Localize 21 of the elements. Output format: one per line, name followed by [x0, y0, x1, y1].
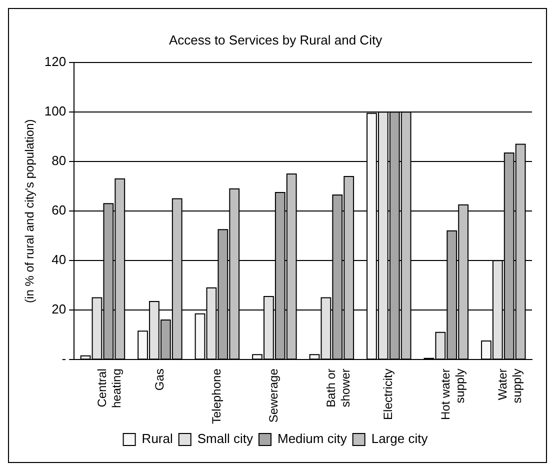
y-tick-label: 80: [52, 153, 66, 168]
legend-label: Small city: [197, 431, 254, 446]
x-tick-label: Bath or shower: [324, 368, 352, 408]
legend-label: Rural: [142, 431, 173, 446]
y-tick-label: 120: [44, 54, 66, 70]
legend-label: Medium city: [277, 431, 348, 446]
x-tick-label: Electricity: [381, 368, 396, 420]
y-tick-label: 100: [44, 104, 66, 119]
y-tick-label: 60: [52, 202, 66, 218]
x-tick-label: Sewerage: [266, 368, 281, 423]
x-tick-label: Gas: [152, 368, 166, 391]
y-tick-label: 20: [52, 302, 66, 317]
chart-title: Access to Services by Rural and City: [168, 32, 383, 48]
y-axis-title: (in % of rural and city's population): [22, 119, 37, 303]
y-tick-label: 40: [52, 252, 66, 268]
x-tick-label: Telephone: [210, 368, 224, 424]
x-tick-label: Water supply: [496, 368, 524, 404]
y-tick-label: -: [62, 351, 66, 366]
x-tick-label: Hot water supply: [438, 368, 467, 420]
legend-label: Large city: [371, 431, 428, 446]
x-tick-label: Central heating: [95, 368, 124, 408]
